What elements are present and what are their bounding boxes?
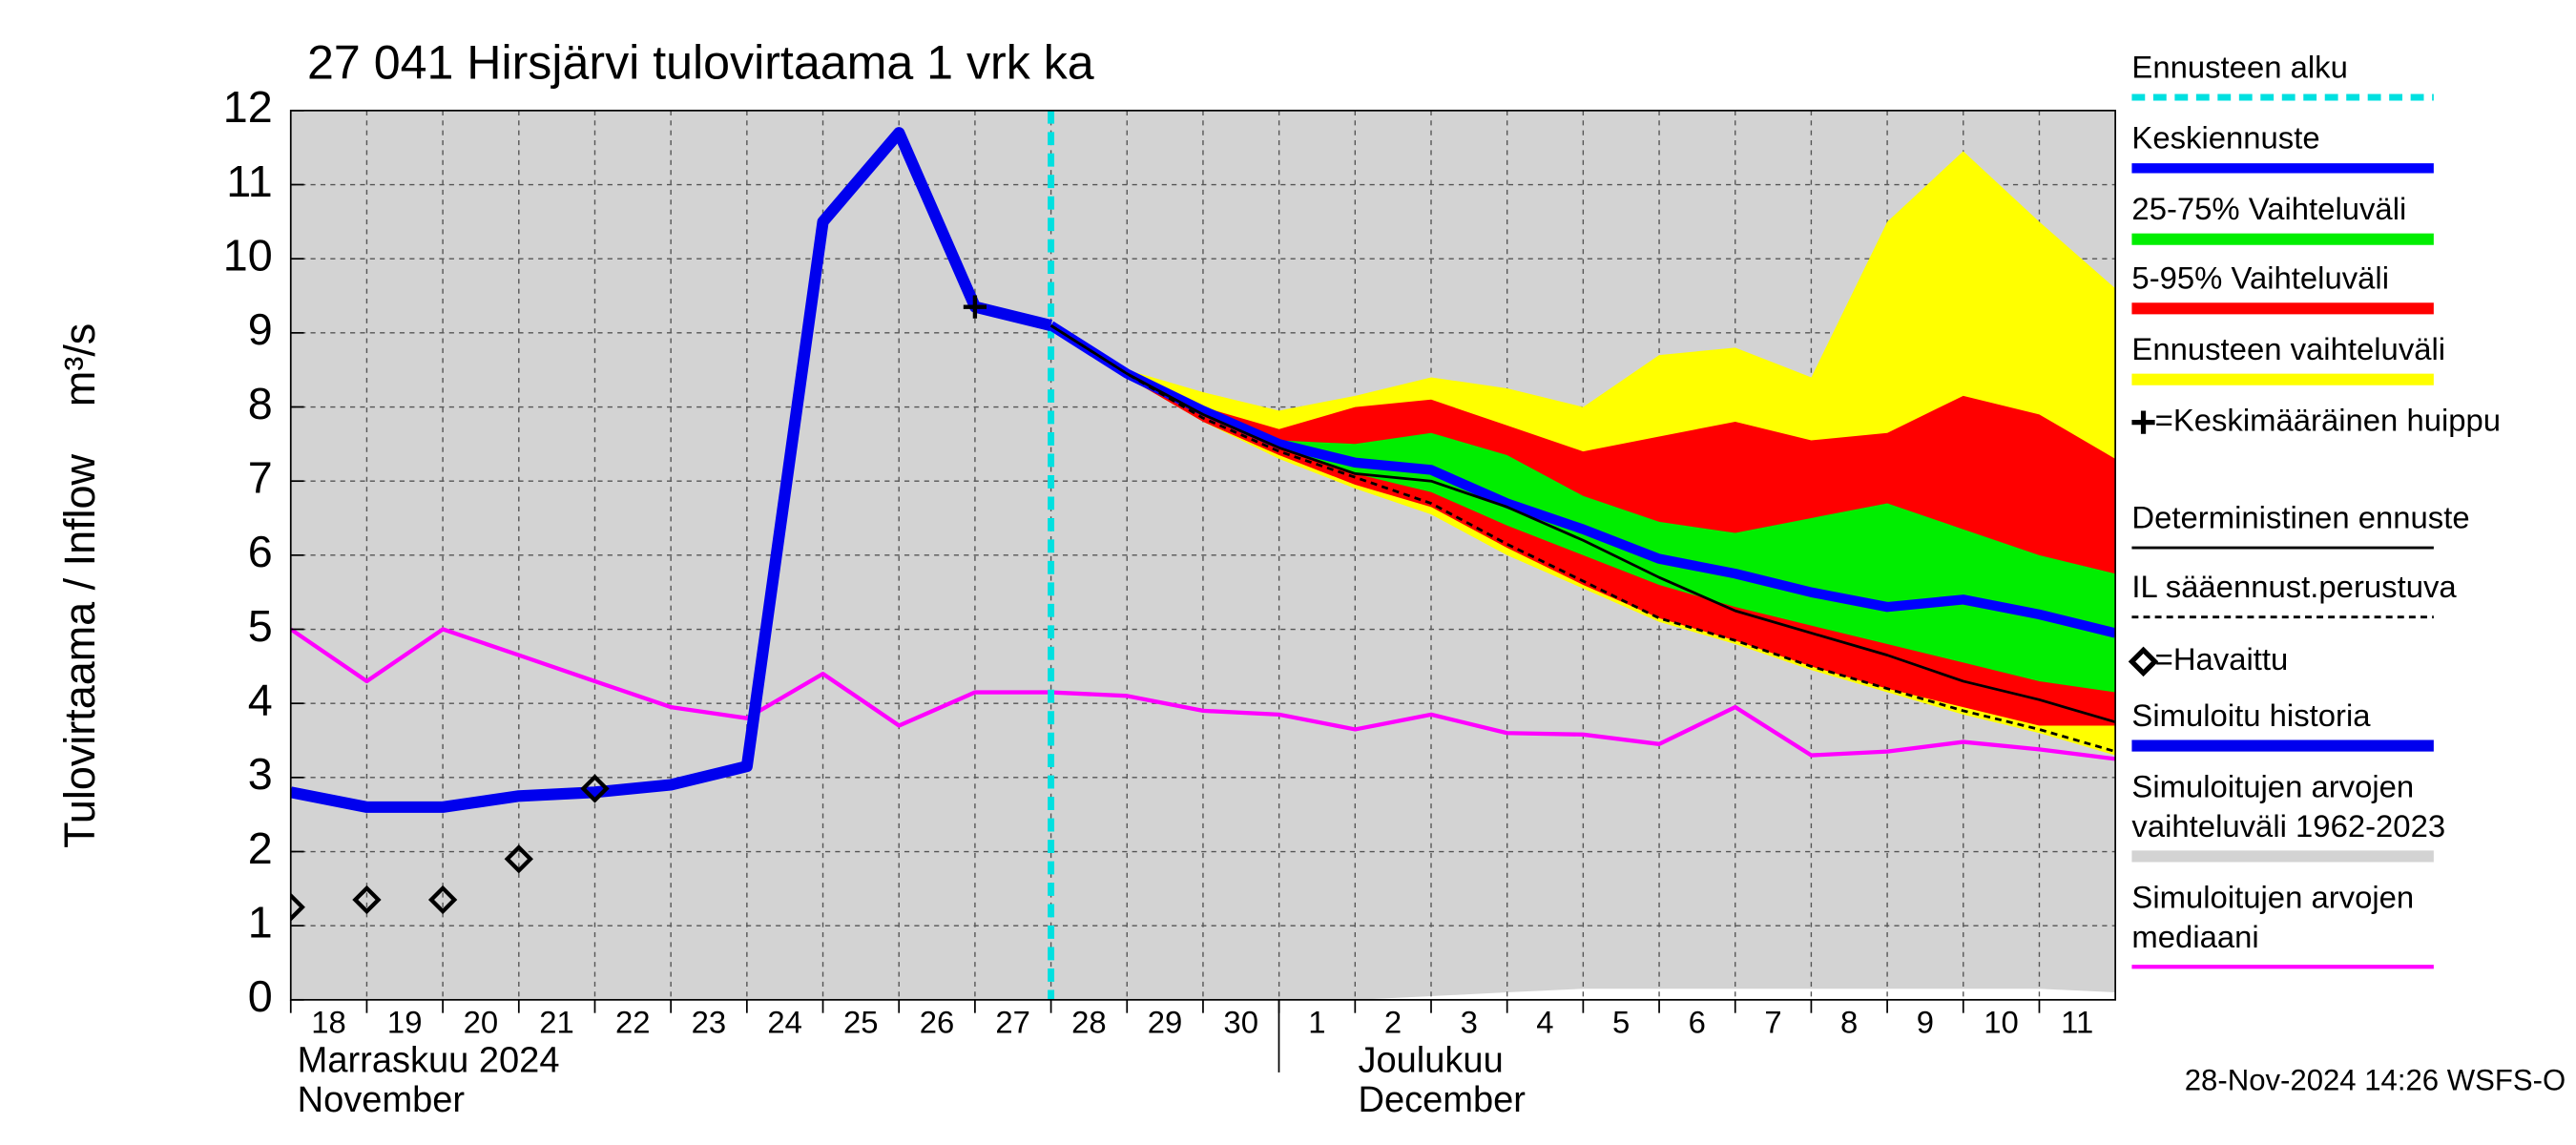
y-tick-label: 1 bbox=[248, 898, 273, 947]
x-tick-label: 5 bbox=[1612, 1004, 1630, 1039]
y-tick-label: 4 bbox=[248, 676, 273, 725]
legend-label: Ennusteen alku bbox=[2131, 49, 2347, 84]
marker bbox=[290, 892, 305, 922]
series-line bbox=[290, 627, 2116, 761]
y-tick-label: 0 bbox=[248, 971, 273, 1021]
x-tick-label: 27 bbox=[995, 1004, 1030, 1039]
y-tick-label: 12 bbox=[223, 82, 273, 132]
x-tick-label: 26 bbox=[920, 1004, 955, 1039]
x-tick-label: 18 bbox=[311, 1004, 346, 1039]
legend-label: Deterministinen ennuste bbox=[2131, 499, 2469, 534]
x-tick-label: 7 bbox=[1764, 1004, 1781, 1039]
marker bbox=[580, 774, 610, 803]
x-tick-label: 11 bbox=[2061, 1004, 2093, 1039]
series-line bbox=[1048, 321, 2116, 638]
x-tick-label: 8 bbox=[1840, 1004, 1858, 1039]
legend-symbol bbox=[2131, 410, 2155, 434]
y-tick-label: 3 bbox=[248, 749, 273, 799]
legend-symbol bbox=[2128, 646, 2159, 677]
timestamp: 28-Nov-2024 14:26 WSFS-O bbox=[2185, 1064, 2566, 1097]
month-label: Joulukuu bbox=[1358, 1041, 1503, 1081]
x-tick-label: 20 bbox=[464, 1004, 499, 1039]
x-tick-label: 24 bbox=[767, 1004, 802, 1039]
legend-label: 5-95% Vaihteluväli bbox=[2131, 260, 2389, 296]
legend-label: Keskiennuste bbox=[2131, 120, 2319, 156]
chart-title: 27 041 Hirsjärvi tulovirtaama 1 vrk ka bbox=[307, 35, 1094, 89]
legend-label: Ennusteen vaihteluväli bbox=[2131, 331, 2445, 366]
month-label: December bbox=[1358, 1080, 1526, 1120]
marker bbox=[504, 844, 533, 874]
marker bbox=[963, 295, 987, 319]
legend-label: Simuloitu historia bbox=[2131, 697, 2371, 733]
x-tick-label: 25 bbox=[843, 1004, 879, 1039]
x-tick-label: 10 bbox=[1984, 1004, 2019, 1039]
y-tick-label: 5 bbox=[248, 601, 273, 651]
legend-label: 25-75% Vaihteluväli bbox=[2131, 191, 2406, 226]
y-tick-label: 7 bbox=[248, 453, 273, 503]
series-line bbox=[1049, 323, 2116, 723]
x-tick-label: 3 bbox=[1461, 1004, 1478, 1039]
y-tick-label: 2 bbox=[248, 823, 273, 873]
x-tick-label: 1 bbox=[1308, 1004, 1325, 1039]
y-tick-label: 9 bbox=[248, 304, 273, 354]
x-tick-label: 23 bbox=[692, 1004, 727, 1039]
x-tick-label: 21 bbox=[539, 1004, 574, 1039]
x-tick-label: 6 bbox=[1689, 1004, 1706, 1039]
month-label: November bbox=[298, 1080, 466, 1120]
y-tick-label: 10 bbox=[223, 231, 273, 281]
legend-label: Simuloitujen arvojen mediaani bbox=[2131, 879, 2414, 953]
x-tick-label: 22 bbox=[615, 1004, 651, 1039]
series-line bbox=[290, 127, 1052, 813]
month-label: Marraskuu 2024 bbox=[298, 1041, 560, 1081]
marker bbox=[352, 885, 382, 915]
y-axis-label: Tulovirtaama / Inflow m³/s bbox=[55, 323, 104, 848]
marker bbox=[427, 885, 458, 915]
x-tick-label: 29 bbox=[1148, 1004, 1183, 1039]
legend-label: IL sääennust.perustuva bbox=[2131, 569, 2457, 604]
y-tick-label: 6 bbox=[248, 527, 273, 576]
legend-label: =Havaittu bbox=[2155, 641, 2289, 677]
x-tick-label: 2 bbox=[1384, 1004, 1402, 1039]
x-tick-label: 9 bbox=[1917, 1004, 1934, 1039]
legend-label: =Keskimääräinen huippu bbox=[2155, 402, 2501, 437]
x-tick-label: 4 bbox=[1536, 1004, 1553, 1039]
x-tick-label: 30 bbox=[1223, 1004, 1258, 1039]
plot bbox=[290, 110, 2116, 1000]
y-tick-label: 8 bbox=[248, 379, 273, 428]
x-tick-label: 19 bbox=[387, 1004, 423, 1039]
series-line bbox=[1049, 323, 2116, 753]
y-tick-label: 11 bbox=[226, 156, 272, 206]
legend-label: Simuloitujen arvojen vaihteluväli 1962-20… bbox=[2131, 768, 2445, 843]
x-tick-label: 28 bbox=[1071, 1004, 1107, 1039]
